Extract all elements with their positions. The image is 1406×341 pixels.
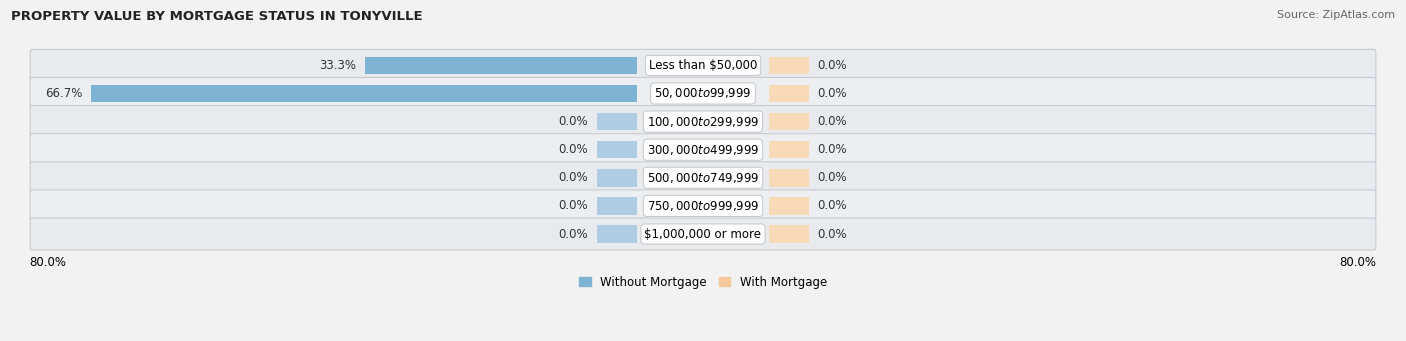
Bar — [769, 197, 810, 214]
Text: Source: ZipAtlas.com: Source: ZipAtlas.com — [1277, 10, 1395, 20]
Bar — [769, 225, 810, 243]
FancyBboxPatch shape — [30, 49, 1376, 81]
Text: Less than $50,000: Less than $50,000 — [648, 59, 758, 72]
Bar — [769, 141, 810, 159]
Text: 0.0%: 0.0% — [558, 143, 588, 156]
Bar — [596, 141, 637, 159]
Text: $1,000,000 or more: $1,000,000 or more — [644, 227, 762, 240]
Bar — [769, 57, 810, 74]
FancyBboxPatch shape — [30, 77, 1376, 109]
Text: $750,000 to $999,999: $750,000 to $999,999 — [647, 199, 759, 213]
Bar — [596, 225, 637, 243]
Bar — [769, 113, 810, 130]
Text: 0.0%: 0.0% — [558, 199, 588, 212]
Legend: Without Mortgage, With Mortgage: Without Mortgage, With Mortgage — [574, 271, 832, 294]
Text: $300,000 to $499,999: $300,000 to $499,999 — [647, 143, 759, 157]
Text: 0.0%: 0.0% — [818, 199, 848, 212]
FancyBboxPatch shape — [30, 218, 1376, 250]
Text: 0.0%: 0.0% — [818, 87, 848, 100]
Bar — [596, 169, 637, 187]
Bar — [91, 85, 637, 102]
Bar — [596, 197, 637, 214]
Bar — [769, 85, 810, 102]
Text: 0.0%: 0.0% — [558, 227, 588, 240]
Text: 33.3%: 33.3% — [319, 59, 357, 72]
FancyBboxPatch shape — [30, 106, 1376, 138]
Text: $100,000 to $299,999: $100,000 to $299,999 — [647, 115, 759, 129]
FancyBboxPatch shape — [30, 134, 1376, 166]
Bar — [769, 169, 810, 187]
Text: 66.7%: 66.7% — [45, 87, 83, 100]
FancyBboxPatch shape — [30, 162, 1376, 194]
FancyBboxPatch shape — [30, 190, 1376, 222]
Text: $50,000 to $99,999: $50,000 to $99,999 — [654, 87, 752, 101]
Text: 0.0%: 0.0% — [818, 143, 848, 156]
Text: 0.0%: 0.0% — [818, 59, 848, 72]
Text: 0.0%: 0.0% — [818, 227, 848, 240]
Bar — [364, 57, 637, 74]
Text: $500,000 to $749,999: $500,000 to $749,999 — [647, 171, 759, 185]
Text: 0.0%: 0.0% — [818, 171, 848, 184]
Text: 0.0%: 0.0% — [818, 115, 848, 128]
Bar — [596, 113, 637, 130]
Text: 0.0%: 0.0% — [558, 115, 588, 128]
Text: PROPERTY VALUE BY MORTGAGE STATUS IN TONYVILLE: PROPERTY VALUE BY MORTGAGE STATUS IN TON… — [11, 10, 423, 23]
Text: 0.0%: 0.0% — [558, 171, 588, 184]
